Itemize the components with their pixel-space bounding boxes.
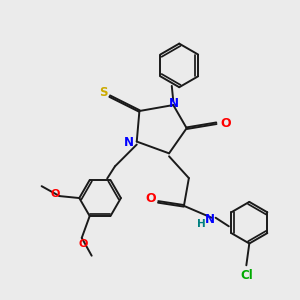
Text: N: N [124, 136, 134, 149]
Text: O: O [145, 192, 155, 206]
Text: O: O [220, 117, 231, 130]
Text: N: N [169, 97, 179, 110]
Text: H: H [197, 219, 206, 229]
Text: O: O [51, 189, 60, 199]
Text: N: N [205, 213, 215, 226]
Text: Cl: Cl [240, 269, 253, 282]
Text: S: S [100, 86, 108, 99]
Text: O: O [78, 239, 87, 249]
